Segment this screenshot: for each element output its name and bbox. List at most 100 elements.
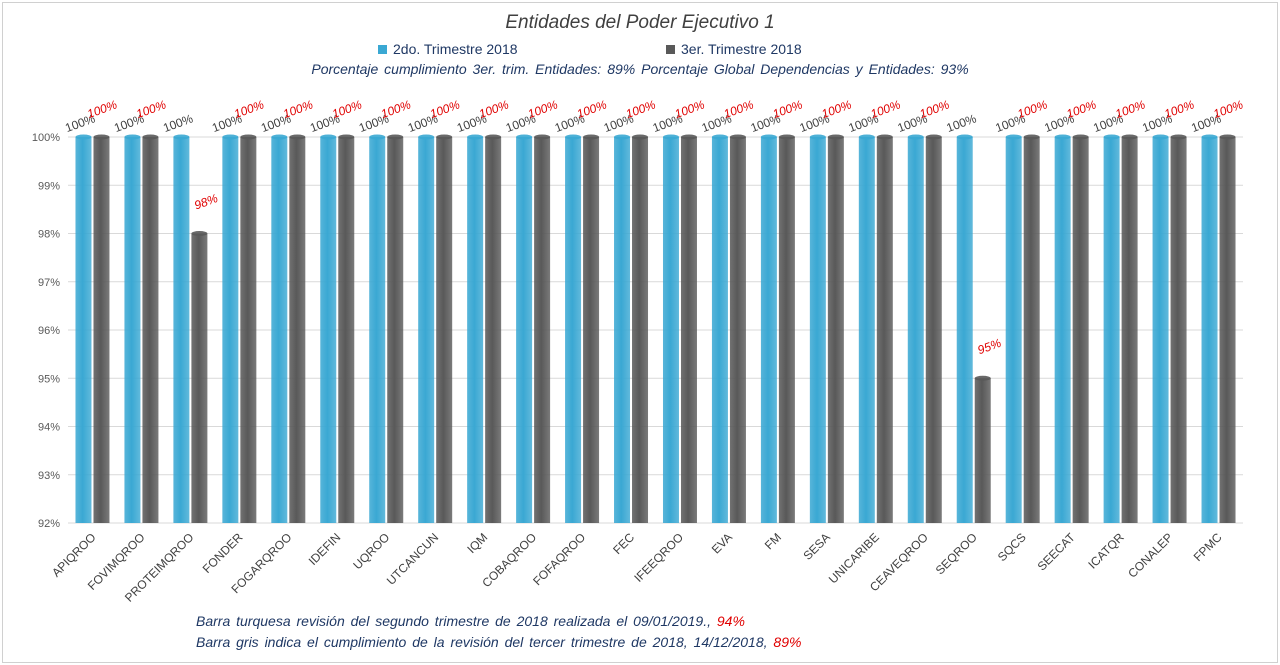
bar-2do-fm — [760, 137, 777, 523]
bar-2do-fec — [614, 137, 631, 523]
y-tick-label: 95% — [38, 373, 60, 385]
bar-cap — [1152, 134, 1169, 140]
bar-cap — [191, 231, 208, 236]
bar-3er-cobaqroo — [534, 137, 551, 523]
data-label-3er: 100% — [281, 97, 315, 121]
bar-3er-fovimqroo — [142, 137, 159, 523]
bar-2do-icatqr — [1103, 137, 1120, 523]
bar-cap — [369, 134, 386, 140]
y-tick-label: 93% — [38, 470, 60, 482]
bar-2do-sqcs — [1005, 137, 1022, 523]
bar-cap — [418, 134, 435, 140]
category-label-iqm: IQM — [464, 530, 490, 556]
bar-3er-fec — [632, 137, 649, 523]
data-label-3er: 100% — [624, 97, 658, 121]
bar-3er-conalep — [1170, 137, 1187, 523]
data-label-3er: 100% — [1064, 97, 1098, 121]
note-line-1: Barra turquesa revisión del segundo trim… — [196, 613, 745, 629]
bar-3er-iqm — [485, 137, 502, 523]
note-1-value: 94% — [716, 613, 745, 629]
bar-cap — [614, 134, 631, 140]
bar-2do-idefin — [320, 137, 337, 523]
bar-cap — [662, 134, 679, 140]
legend-swatch-turquoise — [378, 45, 387, 54]
bar-2do-ceaveqroo — [907, 137, 924, 523]
data-label-3er: 100% — [330, 97, 364, 121]
data-label-3er: 95% — [976, 336, 1004, 357]
bar-cap — [974, 375, 991, 381]
category-label-apiqroo: APIQROO — [49, 530, 99, 580]
category-label-sesa: SESA — [800, 530, 833, 563]
category-label-utcancun: UTCANCUN — [384, 530, 442, 588]
data-label-3er: 100% — [869, 97, 903, 121]
data-label-3er: 100% — [85, 97, 119, 121]
bar-cap — [240, 134, 257, 140]
bar-2do-apiqroo — [75, 137, 92, 523]
y-tick-label: 97% — [38, 277, 60, 289]
category-label-uqroo: UQROO — [350, 530, 392, 572]
bar-cap — [124, 134, 141, 140]
data-label-3er: 100% — [1211, 97, 1245, 121]
bar-cap — [1072, 134, 1089, 140]
category-label-seqroo: SEQROO — [933, 530, 980, 577]
data-label-3er: 100% — [526, 97, 560, 121]
data-label-3er: 100% — [1162, 97, 1196, 121]
data-label-2do: 100% — [161, 111, 195, 135]
bar-3er-ceaveqroo — [925, 137, 942, 523]
y-tick-label: 96% — [38, 325, 60, 337]
category-label-conalep: CONALEP — [1125, 530, 1175, 580]
bar-2do-seecat — [1054, 137, 1071, 523]
bar-3er-sesa — [827, 137, 844, 523]
category-label-icatqr: ICATQR — [1085, 530, 1127, 572]
bar-cap — [467, 134, 484, 140]
bar-cap — [75, 134, 92, 140]
bar-cap — [778, 134, 795, 140]
data-label-3er: 100% — [673, 97, 707, 121]
bar-2do-proteimqroo — [173, 137, 190, 523]
chart-subtitle: Porcentaje cumplimiento 3er. trim. Entid… — [311, 61, 969, 77]
chart-title: Entidades del Poder Ejecutivo 1 — [505, 12, 775, 33]
bar-cap — [1219, 134, 1236, 140]
bar-cap — [436, 134, 453, 140]
bar-3er-utcancun — [436, 137, 453, 523]
note-2-value: 89% — [773, 634, 802, 650]
category-label-seecat: SEECAT — [1035, 530, 1079, 574]
bar-3er-eva — [729, 137, 746, 523]
bar-cap — [142, 134, 159, 140]
bar-cap — [271, 134, 288, 140]
bar-2do-cobaqroo — [516, 137, 533, 523]
bar-cap — [289, 134, 306, 140]
legend-label-3er: 3er. Trimestre 2018 — [681, 41, 802, 57]
bar-cap — [485, 134, 502, 140]
bar-2do-sesa — [809, 137, 826, 523]
bar-2do-fofaqroo — [565, 137, 582, 523]
data-label-3er: 100% — [575, 97, 609, 121]
data-label-3er: 100% — [918, 97, 952, 121]
bar-2do-fogarqroo — [271, 137, 288, 523]
bar-cap — [827, 134, 844, 140]
bar-cap — [583, 134, 600, 140]
legend-swatch-gray — [666, 45, 675, 54]
bar-2do-fonder — [222, 137, 239, 523]
bar-cap — [516, 134, 533, 140]
bar-3er-unicaribe — [876, 137, 893, 523]
bar-3er-icatqr — [1121, 137, 1138, 523]
bar-cap — [956, 134, 973, 140]
data-label-3er: 100% — [379, 97, 413, 121]
bar-cap — [1023, 134, 1040, 140]
bar-2do-eva — [711, 137, 728, 523]
bar-2do-unicaribe — [858, 137, 875, 523]
bar-2do-utcancun — [418, 137, 435, 523]
category-label-ifeeqroo: IFEEQROO — [631, 530, 686, 585]
bar-3er-fpmc — [1219, 137, 1236, 523]
category-label-fonder: FONDER — [200, 530, 246, 576]
bar-3er-uqroo — [387, 137, 404, 523]
bar-cap — [680, 134, 697, 140]
y-tick-label: 94% — [38, 422, 60, 434]
bar-cap — [632, 134, 649, 140]
bar-2do-ifeeqroo — [662, 137, 679, 523]
data-label-3er: 100% — [771, 97, 805, 121]
bar-2do-seqroo — [956, 137, 973, 523]
bar-cap — [93, 134, 110, 140]
y-tick-label: 98% — [38, 229, 60, 241]
